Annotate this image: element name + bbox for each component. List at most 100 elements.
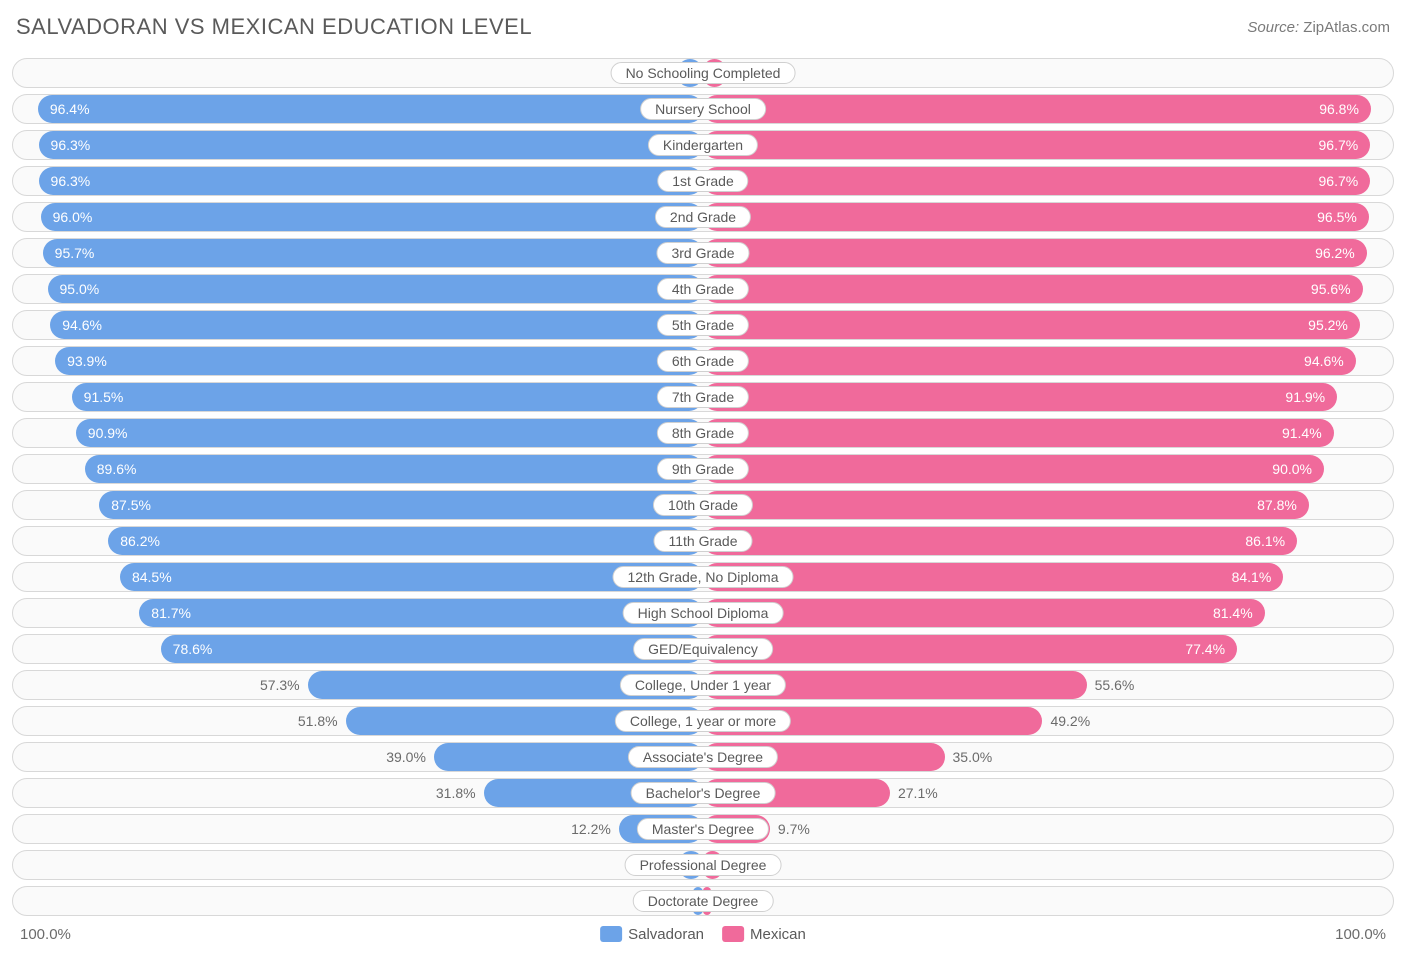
bar-left: 95.7% — [43, 239, 703, 267]
legend-swatch-right — [722, 926, 744, 942]
value-label-right: 35.0% — [945, 743, 1001, 771]
legend-item-right: Mexican — [722, 926, 806, 943]
legend-swatch-left — [600, 926, 622, 942]
category-label: 2nd Grade — [655, 206, 751, 228]
bar-left: 96.4% — [38, 95, 703, 123]
chart-row: 91.5%91.9%7th Grade — [12, 382, 1394, 412]
chart-row: 51.8% 49.2% College, 1 year or more — [12, 706, 1394, 736]
category-label: Professional Degree — [625, 854, 782, 876]
category-label: 10th Grade — [653, 494, 753, 516]
chart-row: 31.8%27.1%Bachelor's Degree — [12, 778, 1394, 808]
category-label: Nursery School — [640, 98, 766, 120]
category-label: Doctorate Degree — [633, 890, 774, 912]
bar-right: 90.0% — [703, 455, 1324, 483]
value-label-right: 27.1% — [890, 779, 946, 807]
value-label-left: 39.0% — [378, 743, 434, 771]
bar-left: 94.6% — [50, 311, 703, 339]
chart-row: 87.5%87.8%10th Grade — [12, 490, 1394, 520]
bar-right: 81.4% — [703, 599, 1265, 627]
value-label-right: 9.7% — [770, 815, 818, 843]
chart-row: 90.9%91.4%8th Grade — [12, 418, 1394, 448]
chart-row: 93.9%94.6%6th Grade — [12, 346, 1394, 376]
bar-right: 87.8% — [703, 491, 1309, 519]
bar-left: 93.9% — [55, 347, 703, 375]
category-label: Associate's Degree — [628, 746, 778, 768]
category-label: 7th Grade — [657, 386, 749, 408]
source-value: ZipAtlas.com — [1303, 19, 1390, 36]
chart-row: 1.5%1.2%Doctorate Degree — [12, 886, 1394, 916]
chart-legend: Salvadoran Mexican — [600, 926, 806, 943]
bar-right: 77.4% — [703, 635, 1237, 663]
source-label: Source: — [1247, 19, 1299, 36]
bar-right: 91.9% — [703, 383, 1337, 411]
bar-left: 96.3% — [39, 167, 703, 195]
category-label: College, Under 1 year — [620, 674, 786, 696]
category-label: 8th Grade — [657, 422, 749, 444]
legend-label-left: Salvadoran — [628, 926, 704, 943]
value-label-left: 31.8% — [428, 779, 484, 807]
category-label: 11th Grade — [653, 530, 752, 552]
value-label-left: 57.3% — [252, 671, 308, 699]
chart-row: 89.6%90.0%9th Grade — [12, 454, 1394, 484]
bar-left: 78.6% — [161, 635, 703, 663]
bar-left: 91.5% — [72, 383, 703, 411]
legend-label-right: Mexican — [750, 926, 806, 943]
category-label: 1st Grade — [657, 170, 748, 192]
chart-row: 95.0%95.6%4th Grade — [12, 274, 1394, 304]
bar-left: 95.0% — [48, 275, 704, 303]
category-label: GED/Equivalency — [633, 638, 773, 660]
category-label: Master's Degree — [637, 818, 769, 840]
bar-left: 86.2% — [108, 527, 703, 555]
chart-title: SALVADORAN VS MEXICAN EDUCATION LEVEL — [16, 14, 532, 40]
bar-right: 95.2% — [703, 311, 1360, 339]
category-label: 3rd Grade — [656, 242, 749, 264]
value-label-right: 55.6% — [1087, 671, 1143, 699]
bar-right: 96.8% — [703, 95, 1371, 123]
category-label: Kindergarten — [648, 134, 758, 156]
chart-row: 94.6%95.2%5th Grade — [12, 310, 1394, 340]
chart-row: 81.7%81.4%High School Diploma — [12, 598, 1394, 628]
chart-row: 84.5%84.1%12th Grade, No Diploma — [12, 562, 1394, 592]
chart-row: 96.0%96.5%2nd Grade — [12, 202, 1394, 232]
bar-left: 89.6% — [85, 455, 703, 483]
chart-row: 96.4%96.8%Nursery School — [12, 94, 1394, 124]
category-label: High School Diploma — [623, 602, 784, 624]
axis-right-label: 100.0% — [1335, 926, 1386, 943]
bar-right: 96.2% — [703, 239, 1367, 267]
chart-row: 3.7%3.3%No Schooling Completed — [12, 58, 1394, 88]
bar-right: 96.5% — [703, 203, 1369, 231]
chart-header: SALVADORAN VS MEXICAN EDUCATION LEVEL So… — [12, 14, 1394, 40]
axis-left-label: 100.0% — [20, 926, 71, 943]
legend-item-left: Salvadoran — [600, 926, 704, 943]
bar-right: 96.7% — [703, 167, 1370, 195]
bar-right: 94.6% — [703, 347, 1356, 375]
category-label: 6th Grade — [657, 350, 749, 372]
category-label: 5th Grade — [657, 314, 749, 336]
chart-source: Source: ZipAtlas.com — [1247, 19, 1390, 36]
bar-left: 81.7% — [139, 599, 703, 627]
bar-right: 95.6% — [703, 275, 1363, 303]
category-label: College, 1 year or more — [615, 710, 791, 732]
bar-left: 96.3% — [39, 131, 703, 159]
chart-footer: 100.0% Salvadoran Mexican 100.0% — [12, 922, 1394, 946]
value-label-left: 12.2% — [563, 815, 619, 843]
bar-right: 91.4% — [703, 419, 1334, 447]
chart-row: 12.2% 9.7%Master's Degree — [12, 814, 1394, 844]
chart-row: 96.3%96.7%Kindergarten — [12, 130, 1394, 160]
bar-left: 87.5% — [99, 491, 703, 519]
chart-row: 95.7%96.2%3rd Grade — [12, 238, 1394, 268]
chart-row: 39.0% 35.0% Associate's Degree — [12, 742, 1394, 772]
chart-row: 57.3% 55.6% College, Under 1 year — [12, 670, 1394, 700]
chart-row: 3.5%2.7%Professional Degree — [12, 850, 1394, 880]
bar-right: 96.7% — [703, 131, 1370, 159]
bar-left: 90.9% — [76, 419, 703, 447]
category-label: 4th Grade — [657, 278, 749, 300]
chart-row: 78.6%77.4%GED/Equivalency — [12, 634, 1394, 664]
value-label-right: 49.2% — [1042, 707, 1098, 735]
value-label-left: 51.8% — [290, 707, 346, 735]
bar-left: 96.0% — [41, 203, 703, 231]
diverging-bar-chart: 3.7%3.3%No Schooling Completed 96.4%96.8%… — [12, 58, 1394, 916]
bar-right: 86.1% — [703, 527, 1297, 555]
category-label: 9th Grade — [657, 458, 749, 480]
chart-row: 86.2%86.1%11th Grade — [12, 526, 1394, 556]
